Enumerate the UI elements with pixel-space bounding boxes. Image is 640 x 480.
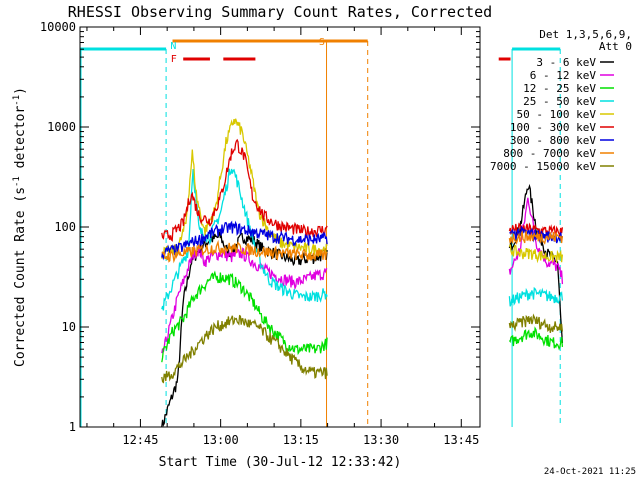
annotation-n: N [170, 41, 176, 52]
y-axis-label: Corrected Count Rate (s-1 detector-1) [12, 87, 28, 367]
series-line [508, 244, 564, 264]
legend-label: 50 - 100 keV [517, 108, 597, 121]
legend-label: 12 - 25 keV [523, 82, 596, 95]
series-line [161, 244, 328, 354]
y-axis: 1 10 100 1000 10000 [40, 20, 480, 434]
legend-label: 25 - 50 keV [523, 95, 596, 108]
series-line [161, 231, 328, 428]
series-line [508, 230, 564, 245]
series-line [508, 326, 564, 351]
x-tick-label: 12:45 [122, 433, 158, 447]
x-tick-label: 13:15 [283, 433, 319, 447]
series-line [161, 270, 328, 363]
y-tick-label: 1000 [47, 120, 76, 134]
chart-title: RHESSI Observing Summary Count Rates, Co… [68, 3, 492, 21]
legend-label: 100 - 300 keV [510, 121, 596, 134]
legend-label: 300 - 800 keV [510, 134, 596, 147]
legend-header-line2: Att 0 [599, 40, 632, 53]
x-axis: 12:45 13:00 13:15 13:30 13:45 [86, 27, 479, 447]
legend-header-line1: Det 1,3,5,6,9, [539, 28, 632, 41]
x-tick-label: 13:30 [363, 433, 399, 447]
legend-label: 800 - 7000 keV [503, 147, 596, 160]
y-axis-label-end: ) [13, 87, 28, 95]
y-axis-label-sup2: -1 [12, 95, 22, 106]
legend-label: 6 - 12 keV [530, 69, 597, 82]
series-line [161, 220, 328, 261]
series-line [161, 118, 328, 259]
plot-layer: NF S [80, 37, 564, 428]
annotation-f: F [171, 54, 177, 65]
y-tick-label: 1 [69, 420, 76, 434]
series-line [508, 313, 564, 333]
x-axis-label: Start Time (30-Jul-12 12:33:42) [159, 455, 402, 470]
x-tick-label: 13:00 [203, 433, 239, 447]
series-line [161, 168, 328, 311]
legend-label: 3 - 6 keV [536, 56, 596, 69]
series-line [161, 239, 328, 264]
series-line [161, 138, 328, 242]
footer-date: 24-Oct-2021 11:25 [544, 467, 636, 477]
y-axis-label-sup1: -1 [12, 176, 22, 187]
y-tick-label: 10000 [40, 20, 76, 34]
x-tick-label: 13:45 [443, 433, 479, 447]
y-tick-label: 10 [62, 320, 76, 334]
legend-label: 7000 - 15000 keV [490, 160, 596, 173]
annotation-s: S [319, 37, 325, 48]
y-axis-label-mid: detector [13, 106, 28, 177]
y-axis-label-main: Corrected Count Rate (s [13, 187, 28, 367]
series-line [161, 314, 328, 384]
y-tick-label: 100 [54, 220, 76, 234]
series-line [508, 286, 564, 307]
